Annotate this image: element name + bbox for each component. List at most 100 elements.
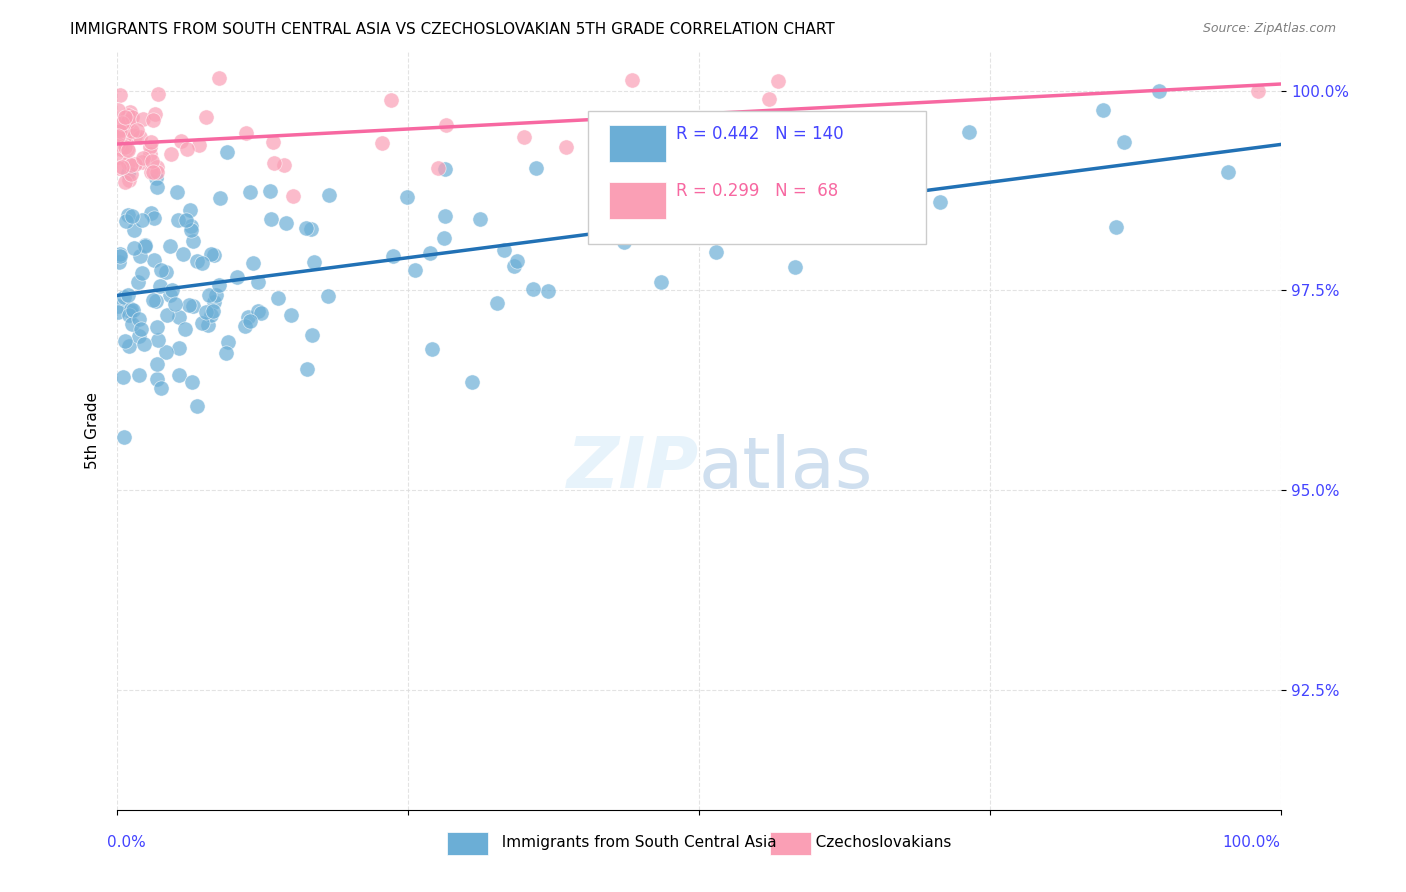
Point	[107, 137, 129, 152]
Text: ZIP: ZIP	[567, 434, 699, 502]
Point	[194, 110, 217, 124]
Point	[191, 255, 214, 269]
Point	[139, 206, 162, 220]
Point	[433, 231, 456, 245]
Point	[117, 108, 139, 122]
Point	[177, 298, 200, 312]
Point	[246, 304, 269, 318]
Point	[370, 136, 392, 151]
Point	[1147, 84, 1170, 98]
Point	[146, 372, 169, 386]
Point	[486, 295, 509, 310]
Point	[167, 310, 190, 324]
Point	[246, 275, 269, 289]
Point	[142, 113, 165, 128]
FancyBboxPatch shape	[589, 112, 927, 244]
Point	[159, 239, 181, 253]
Point	[613, 235, 636, 249]
Point	[143, 107, 166, 121]
Point	[434, 118, 457, 132]
Point	[225, 269, 247, 284]
Point	[139, 147, 162, 161]
Point	[114, 122, 136, 136]
Text: Immigrants from South Central Asia: Immigrants from South Central Asia	[492, 836, 776, 850]
Point	[114, 175, 136, 189]
Point	[131, 266, 153, 280]
Point	[160, 147, 183, 161]
Point	[110, 124, 132, 138]
Point	[468, 212, 491, 227]
Point	[120, 302, 142, 317]
Point	[132, 112, 155, 126]
Point	[766, 73, 789, 87]
Point	[242, 256, 264, 270]
Point	[959, 125, 981, 139]
Point	[120, 167, 142, 181]
Point	[117, 166, 139, 180]
Point	[117, 288, 139, 302]
Point	[276, 216, 298, 230]
Point	[159, 287, 181, 301]
Point	[139, 165, 162, 179]
Point	[404, 263, 426, 277]
Point	[114, 334, 136, 348]
Point	[522, 282, 544, 296]
Point	[117, 114, 139, 128]
Point	[238, 310, 260, 324]
Text: Source: ZipAtlas.com: Source: ZipAtlas.com	[1202, 22, 1336, 36]
Point	[666, 209, 689, 223]
Point	[107, 305, 129, 319]
Point	[180, 219, 202, 233]
Point	[181, 299, 204, 313]
Point	[200, 309, 222, 323]
Point	[620, 73, 643, 87]
Point	[513, 130, 536, 145]
Point	[146, 333, 169, 347]
Point	[434, 162, 457, 177]
Point	[107, 128, 129, 143]
Point	[108, 247, 131, 261]
Point	[121, 317, 143, 331]
Point	[112, 290, 135, 304]
Point	[124, 223, 146, 237]
Point	[380, 93, 402, 107]
Point	[155, 345, 177, 359]
Point	[132, 337, 155, 351]
Point	[131, 151, 153, 165]
Point	[427, 161, 450, 175]
Point	[129, 322, 152, 336]
Point	[108, 88, 131, 103]
Point	[146, 87, 169, 102]
Point	[139, 140, 162, 154]
Point	[758, 92, 780, 106]
Point	[127, 123, 149, 137]
Point	[166, 185, 188, 199]
Point	[235, 126, 257, 140]
FancyBboxPatch shape	[609, 125, 666, 162]
Point	[107, 103, 129, 118]
Point	[205, 288, 228, 302]
Point	[215, 346, 238, 360]
Point	[129, 130, 152, 145]
Point	[107, 150, 129, 164]
Point	[186, 253, 208, 268]
Point	[197, 318, 219, 333]
Point	[146, 165, 169, 179]
Point	[636, 183, 658, 197]
Point	[785, 260, 807, 274]
Point	[302, 255, 325, 269]
Point	[188, 138, 211, 153]
Point	[124, 156, 146, 170]
Point	[141, 154, 163, 169]
Point	[202, 294, 225, 309]
Point	[201, 303, 224, 318]
Point	[239, 314, 262, 328]
Point	[145, 319, 167, 334]
Point	[180, 223, 202, 237]
Point	[263, 155, 285, 169]
Point	[111, 117, 134, 131]
Point	[146, 358, 169, 372]
Point	[114, 140, 136, 154]
Point	[209, 191, 232, 205]
Point	[112, 130, 135, 145]
